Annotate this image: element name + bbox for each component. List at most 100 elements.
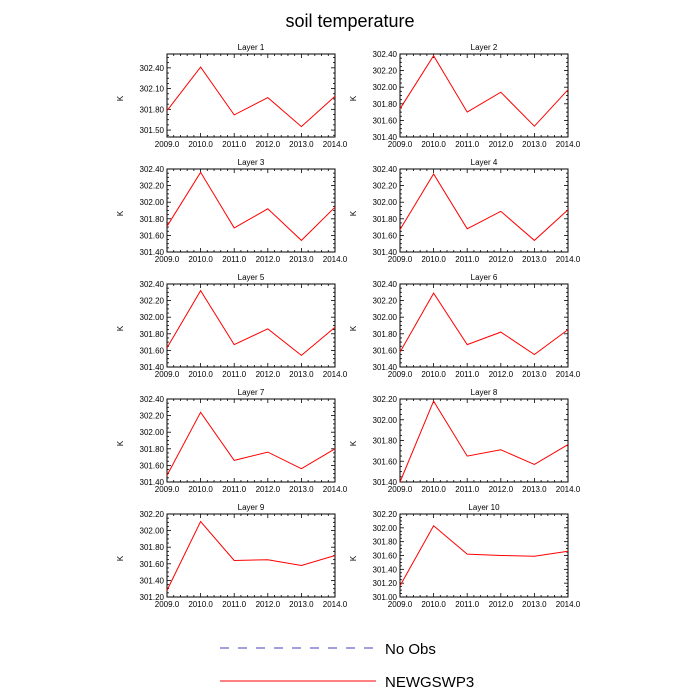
y-tick-label: 301.40 [140,363,165,372]
x-tick-label: 2009.0 [388,140,413,149]
y-tick-label: 301.80 [140,445,165,454]
x-tick-label: 2014.0 [556,370,581,379]
x-tick-label: 2013.0 [522,140,547,149]
x-tick-label: 2009.0 [155,485,180,494]
series-line-newgswp3 [399,54,569,127]
y-tick-label: 301.60 [373,457,398,466]
y-tick-label: 301.80 [140,215,165,224]
y-tick-label: 301.80 [373,330,398,339]
x-tick-label: 2010.0 [188,485,213,494]
y-tick-label: 301.40 [140,478,165,487]
x-tick-label: 2011.0 [222,485,246,494]
y-tick-label: 302.10 [140,85,165,94]
x-tick-label: 2012.0 [256,140,281,149]
y-axis-label: K [116,210,125,216]
y-tick-label: 301.80 [373,100,398,109]
series-line-newgswp3 [166,289,336,357]
y-tick-label: 302.00 [373,416,398,425]
y-tick-label: 301.80 [140,330,165,339]
legend: No Obs NEWGSWP3 [220,641,474,691]
y-axis-label: K [349,440,358,446]
plot-frame [399,283,569,368]
x-tick-label: 2009.0 [388,600,413,609]
y-axis-label: K [116,555,125,561]
x-tick-label: 2014.0 [556,140,581,149]
y-tick-label: 302.40 [373,165,398,174]
x-tick-label: 2010.0 [188,255,213,264]
y-tick-label: 302.20 [140,297,165,306]
panel-title: Layer 7 [238,388,265,397]
y-tick-label: 302.00 [140,428,165,437]
x-tick-label: 2014.0 [323,370,348,379]
y-tick-label: 301.40 [373,133,398,142]
y-tick-label: 301.40 [373,478,398,487]
x-tick-label: 2009.0 [388,255,413,264]
plot-frame [399,398,569,483]
plot-frame [399,168,569,253]
y-tick-label: 302.00 [373,198,398,207]
plot-frame [399,513,569,598]
series-line-newgswp3 [166,171,336,242]
y-tick-label: 302.20 [373,395,398,404]
y-tick-label: 301.20 [140,593,165,602]
y-tick-label: 302.00 [140,198,165,207]
y-tick-label: 301.60 [373,552,398,561]
y-tick-label: 301.60 [373,231,398,240]
x-tick-label: 2013.0 [522,600,547,609]
x-tick-label: 2014.0 [323,140,348,149]
y-tick-label: 302.20 [373,297,398,306]
x-tick-label: 2009.0 [155,140,180,149]
y-tick-label: 302.20 [140,182,165,191]
x-tick-label: 2014.0 [556,485,581,494]
series-line-newgswp3 [166,520,336,591]
x-tick-label: 2010.0 [188,370,213,379]
y-tick-label: 302.00 [373,83,398,92]
x-tick-label: 2009.0 [155,600,180,609]
y-tick-label: 301.80 [140,105,165,114]
figure-title: soil temperature [285,11,414,31]
panel-layer-2: Layer 2 K 2009.0 2010.0 2011.0 2012.0 2013.0 20… [349,43,581,149]
series-line-newgswp3 [166,411,336,476]
y-axis-label: K [116,95,125,101]
y-tick-label: 301.40 [373,363,398,372]
x-tick-label: 2012.0 [489,255,514,264]
y-tick-label: 302.00 [140,527,165,536]
x-tick-label: 2010.0 [421,255,446,264]
x-tick-label: 2011.0 [455,600,479,609]
x-tick-label: 2014.0 [323,255,348,264]
y-tick-label: 302.40 [373,280,398,289]
y-tick-label: 302.00 [373,313,398,322]
panel-layer-5: Layer 5 K 2009.0 2010.0 2011.0 2012.0 2013.0 20… [116,273,348,379]
series-line-newgswp3 [399,292,569,356]
panel-layer-1: Layer 1 K 2009.0 2010.0 2011.0 2012.0 2013.0 20… [116,43,348,149]
x-tick-label: 2011.0 [455,370,479,379]
series-line-newgswp3 [399,400,569,483]
y-tick-label: 301.80 [373,538,398,547]
y-tick-label: 301.60 [373,116,398,125]
panel-title: Layer 5 [238,273,265,282]
y-tick-label: 301.40 [140,248,165,257]
x-tick-label: 2011.0 [222,370,246,379]
x-tick-label: 2013.0 [522,370,547,379]
x-tick-label: 2014.0 [556,255,581,264]
legend-label-newgswp3: NEWGSWP3 [385,674,474,691]
y-tick-label: 301.00 [373,593,398,602]
panel-title: Layer 4 [471,158,498,167]
y-axis-label: K [349,95,358,101]
panel-layer-3: Layer 3 K 2009.0 2010.0 2011.0 2012.0 2013.0 20… [116,158,348,264]
y-axis-label: K [116,440,125,446]
x-tick-label: 2012.0 [256,370,281,379]
x-tick-label: 2013.0 [289,600,314,609]
panel-layer-4: Layer 4 K 2009.0 2010.0 2011.0 2012.0 2013.0 20… [349,158,581,264]
y-tick-label: 302.40 [373,50,398,59]
panel-title: Layer 3 [238,158,265,167]
x-tick-label: 2009.0 [155,255,180,264]
x-tick-label: 2012.0 [489,370,514,379]
series-line-newgswp3 [399,525,569,587]
x-tick-label: 2012.0 [489,140,514,149]
x-tick-label: 2012.0 [256,600,281,609]
x-tick-label: 2012.0 [256,255,281,264]
y-tick-label: 301.80 [373,437,398,446]
x-tick-label: 2014.0 [556,600,581,609]
x-tick-label: 2013.0 [289,140,314,149]
